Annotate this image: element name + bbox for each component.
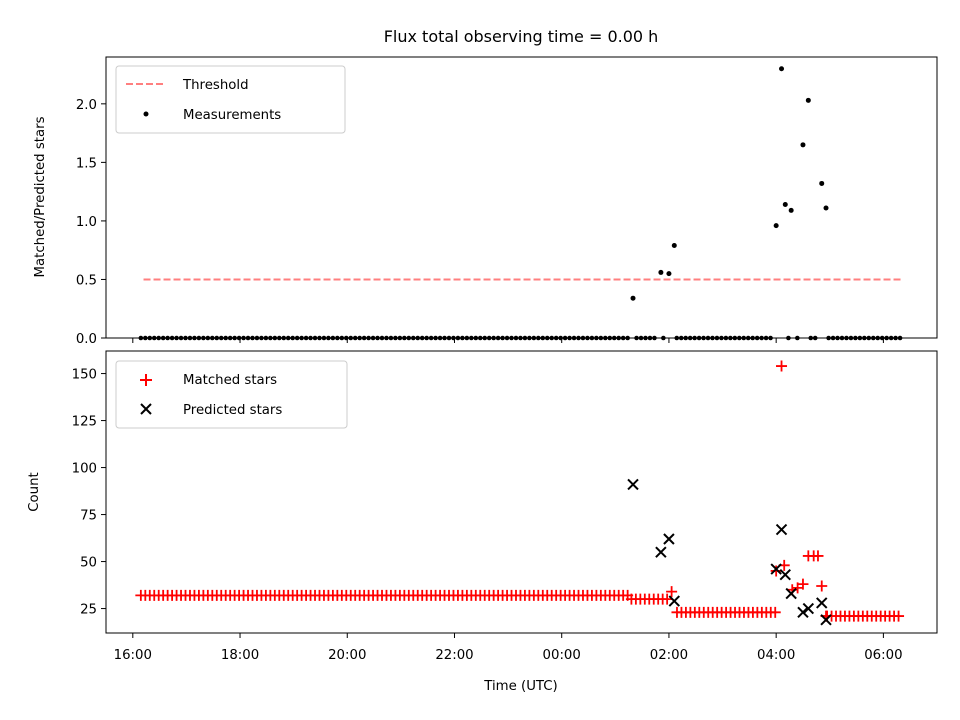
bottom-panel: 25 50 75 100 125 150 16:00 18:00 20:00 22:00 00:0… [27,350,938,694]
top-y-tick-label: 2.0 [76,98,97,113]
bottom-y-ticks: 25 50 75 100 125 150 [72,368,106,618]
matched-stars-point [770,565,782,577]
top-legend-box [115,65,346,134]
measurement-point [671,243,677,249]
measurement-point [779,66,785,72]
top-y-tick-label: 0.5 [76,273,97,288]
matched-stars-point [797,578,809,590]
chart-title: Flux total observing time = 0.00 h [384,27,659,46]
legend-measurements-swatch [143,111,149,117]
bottom-legend: Matched stars Predicted stars [115,360,348,429]
legend-matched-swatch [140,374,152,386]
predicted-stars-point [668,595,681,607]
matched-stars-point [666,586,678,598]
predicted-stars-point [627,478,639,491]
measurement-point [773,223,779,229]
predicted-stars-point [655,546,667,558]
bottom-x-tick-label: 06:00 [864,648,902,663]
bottom-x-tick-label: 02:00 [650,648,688,663]
predicted-stars-point [820,614,832,626]
matched-stars-point [776,360,788,372]
legend-measurements-label: Measurements [183,108,281,123]
bottom-y-tick-label: 100 [72,462,97,477]
bottom-x-tick-label: 04:00 [757,648,795,663]
matched-stars-point [661,593,673,605]
measurement-point [800,142,806,148]
predicted-stars-point [775,523,788,536]
bottom-y-tick-label: 25 [80,603,97,618]
bottom-x-tick-label: 20:00 [328,648,366,663]
top-legend: Threshold Measurements [115,65,346,134]
top-y-ticks: 0.0 0.5 1.0 1.5 2.0 [76,98,106,347]
measurement-point [823,205,829,211]
measurement-point [666,271,672,277]
measurement-point [782,202,788,208]
legend-threshold-label: Threshold [182,78,249,93]
bottom-y-tick-label: 150 [72,368,97,383]
top-x-ticks [132,338,884,343]
predicted-stars-point [770,563,782,575]
matched-stars-point [769,606,781,618]
matched-stars-point [893,610,905,622]
measurement-point [630,295,636,301]
bottom-x-tick-label: 22:00 [435,648,473,663]
top-y-tick-label: 1.0 [76,215,97,230]
bottom-x-tick-label: 00:00 [543,648,581,663]
legend-predicted-swatch [140,403,152,415]
bottom-plot-area [135,360,905,626]
legend-predicted-label: Predicted stars [183,403,282,418]
bottom-y-tick-label: 50 [80,556,97,571]
bottom-y-tick-label: 125 [72,415,97,430]
bottom-y-axis-label: Count [27,472,42,512]
predicted-stars-point [779,569,791,581]
predicted-stars-point [816,597,828,609]
bottom-axes-frame [105,350,938,634]
top-y-axis-label: Matched/Predicted stars [33,116,48,277]
measurement-point [805,97,811,103]
predicted-stars-point [663,533,675,545]
predicted-stars-point [797,606,809,619]
measurement-point [819,180,825,186]
measurement-point [788,207,794,213]
bottom-x-tick-label: 16:00 [114,648,152,663]
top-y-tick-label: 1.5 [76,156,97,171]
top-y-tick-label: 0.0 [76,332,97,347]
matched-stars-point [812,550,824,562]
legend-matched-label: Matched stars [183,373,277,388]
bottom-y-tick-label: 75 [80,509,97,524]
bottom-legend-box [115,360,348,429]
predicted-stars-point [785,587,797,600]
top-panel: 0.00.51.01.52.0 Matched/Predicted stars … [33,56,938,347]
top-axes-frame [105,56,938,339]
predicted-stars-point [802,602,815,615]
measurement-point [658,269,664,275]
bottom-x-ticks: 16:00 18:00 20:00 22:00 00:00 02:00 04:00 06:00 [114,633,903,663]
x-axis-label: Time (UTC) [483,679,558,694]
matched-stars-point [816,580,828,592]
bottom-x-tick-label: 18:00 [221,648,259,663]
